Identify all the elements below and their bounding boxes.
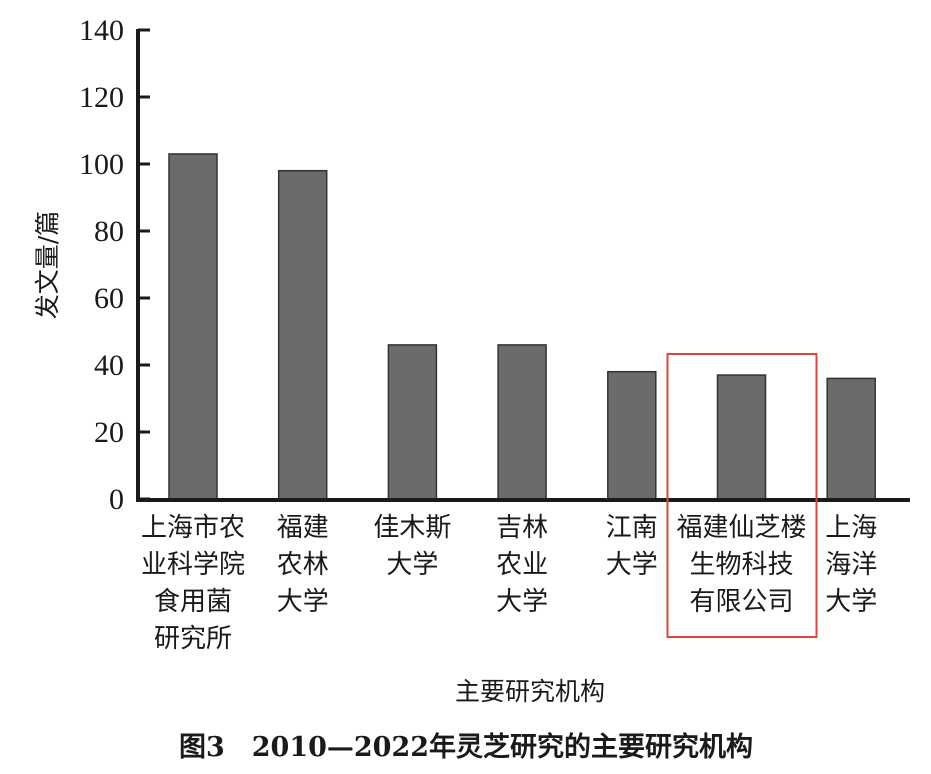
y-tick-label: 100 bbox=[79, 148, 124, 181]
bar bbox=[168, 153, 218, 500]
x-tick-label: 大学 bbox=[825, 587, 877, 617]
y-tick-label: 60 bbox=[94, 282, 124, 315]
y-axis-label: 发文量/篇 bbox=[33, 211, 62, 319]
x-tick-label: 吉林 bbox=[496, 513, 548, 543]
x-tick-label: 研究所 bbox=[154, 624, 232, 654]
x-tick-label: 海洋 bbox=[825, 550, 877, 580]
x-tick-label: 大学 bbox=[606, 550, 658, 580]
y-tick-label: 140 bbox=[79, 14, 124, 47]
x-tick-label: 福建仙芝楼 bbox=[676, 513, 806, 543]
x-tick-label: 农林 bbox=[277, 550, 329, 580]
x-tick-label: 农业 bbox=[496, 550, 548, 580]
x-tick-label: 上海市农 bbox=[141, 513, 245, 543]
x-tick-label: 大学 bbox=[386, 550, 438, 580]
x-tick-label: 大学 bbox=[496, 587, 548, 617]
bar bbox=[716, 374, 767, 500]
y-tick-label: 120 bbox=[79, 81, 124, 114]
y-tick-label: 80 bbox=[94, 215, 124, 248]
x-tick-label: 江南 bbox=[606, 513, 658, 543]
x-tick-label: 生物科技 bbox=[689, 550, 793, 580]
highlight-box bbox=[666, 353, 818, 638]
x-tick-label: 有限公司 bbox=[689, 587, 793, 617]
chart-caption: 图3 2010—2022年灵芝研究的主要研究机构 bbox=[179, 731, 753, 763]
bar bbox=[607, 370, 657, 500]
x-tick-label: 佳木斯 bbox=[373, 513, 451, 543]
x-tick-label: 上海 bbox=[825, 513, 877, 543]
bar bbox=[497, 344, 547, 500]
y-tick-label: 40 bbox=[94, 349, 124, 382]
bar bbox=[387, 344, 438, 500]
bar bbox=[826, 377, 876, 500]
x-tick-label: 业科学院 bbox=[141, 550, 245, 580]
x-tick-label: 福建 bbox=[277, 513, 329, 543]
y-tick-label: 20 bbox=[94, 416, 124, 449]
x-axis-label: 主要研究机构 bbox=[455, 677, 605, 706]
x-tick-label: 大学 bbox=[277, 587, 329, 617]
x-tick-label: 食用菌 bbox=[154, 587, 232, 617]
bar bbox=[277, 169, 328, 500]
y-tick-label: 0 bbox=[109, 483, 124, 516]
